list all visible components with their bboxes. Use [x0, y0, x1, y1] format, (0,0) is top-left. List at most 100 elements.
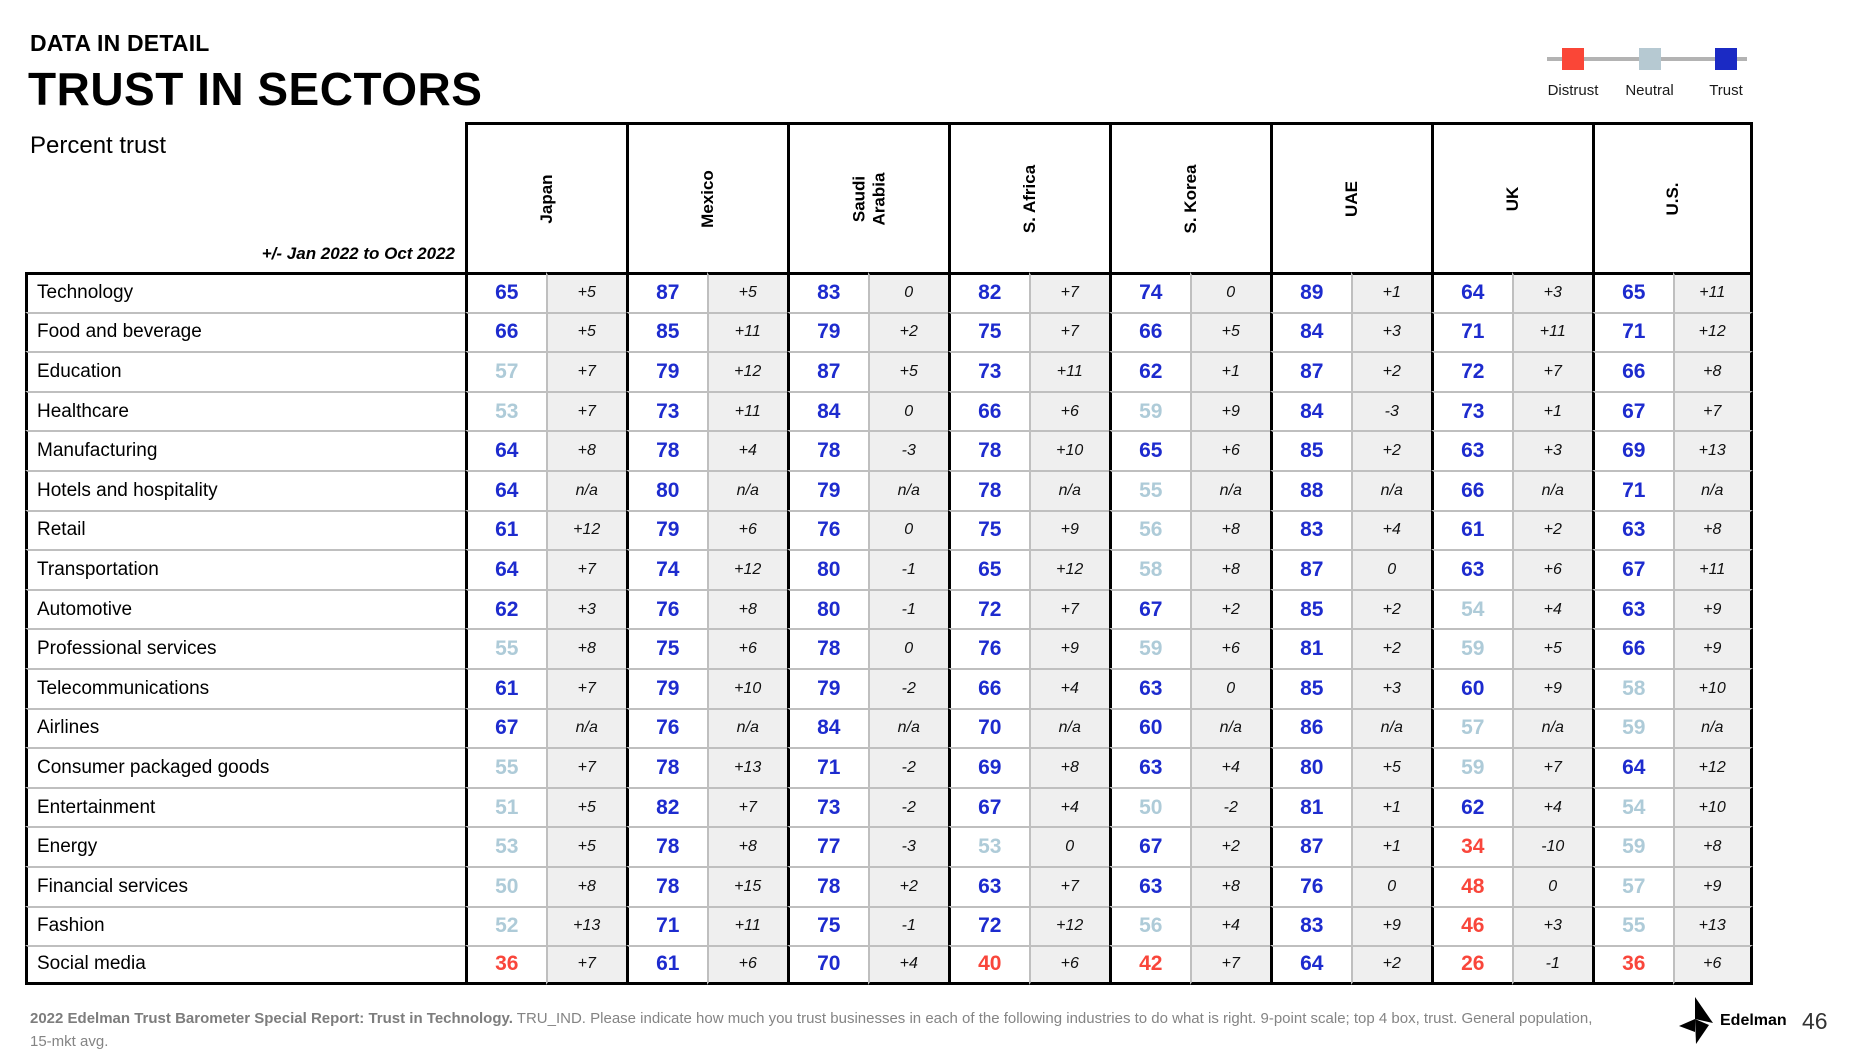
change-value-cell: +5: [867, 351, 948, 391]
change-value-cell: -2: [1189, 786, 1270, 827]
trust-value-cell: 75: [626, 628, 707, 668]
change-value-cell: +1: [1350, 786, 1431, 827]
legend-item-distrust: Distrust: [1537, 48, 1609, 99]
trust-value-cell: 42: [1109, 945, 1190, 985]
change-value-cell: +3: [1511, 272, 1592, 312]
trust-value-cell: 78: [626, 865, 707, 906]
trust-value-cell: 82: [626, 786, 707, 827]
change-value-cell: +5: [545, 826, 626, 866]
change-value-cell: n/a: [1028, 707, 1109, 748]
change-value-cell: +7: [545, 390, 626, 431]
trust-value-cell: 76: [1270, 865, 1351, 906]
trust-value-cell: 69: [948, 747, 1029, 787]
change-value-cell: +2: [1350, 945, 1431, 985]
trust-value-cell: 76: [626, 588, 707, 629]
trust-value-cell: 84: [787, 390, 868, 431]
change-value-cell: +7: [706, 786, 787, 827]
trust-value-cell: 61: [465, 667, 546, 708]
sector-label: Telecommunications: [25, 667, 465, 708]
country-header-label: U.S.: [1662, 181, 1682, 216]
change-value-cell: +2: [1511, 509, 1592, 550]
sector-label: Hotels and hospitality: [25, 469, 465, 510]
change-value-cell: +7: [545, 747, 626, 787]
sector-label: Manufacturing: [25, 430, 465, 470]
change-value-cell: +1: [1511, 390, 1592, 431]
country-header-label: UK: [1503, 186, 1523, 211]
edelman-logo: Edelman: [1678, 996, 1787, 1046]
trust-value-cell: 78: [626, 747, 707, 787]
sector-label: Consumer packaged goods: [25, 747, 465, 787]
trust-value-cell: 67: [465, 707, 546, 748]
change-value-cell: n/a: [1350, 469, 1431, 510]
sector-label: Energy: [25, 826, 465, 866]
country-header-u-s-: U.S.: [1592, 122, 1753, 272]
change-value-cell: n/a: [1672, 707, 1753, 748]
change-value-cell: +6: [1511, 549, 1592, 589]
country-header-label: Japan: [537, 173, 557, 224]
trust-value-cell: 71: [787, 747, 868, 787]
change-value-cell: n/a: [545, 469, 626, 510]
change-value-cell: n/a: [1672, 469, 1753, 510]
change-value-cell: +8: [1672, 351, 1753, 391]
change-value-cell: -2: [867, 667, 948, 708]
change-value-cell: +13: [706, 747, 787, 787]
trust-value-cell: 78: [787, 865, 868, 906]
trust-value-cell: 61: [1431, 509, 1512, 550]
trust-value-cell: 89: [1270, 272, 1351, 312]
distrust-swatch-icon: [1562, 48, 1584, 70]
change-value-cell: +4: [1189, 747, 1270, 787]
change-value-cell: +4: [1028, 667, 1109, 708]
trust-value-cell: 64: [1270, 945, 1351, 985]
trust-value-cell: 76: [626, 707, 707, 748]
change-value-cell: 0: [1350, 549, 1431, 589]
change-value-cell: +7: [545, 667, 626, 708]
trust-value-cell: 87: [1270, 549, 1351, 589]
legend-item-neutral: Neutral: [1614, 48, 1686, 99]
change-value-cell: 0: [867, 628, 948, 668]
trust-value-cell: 63: [1431, 430, 1512, 470]
change-value-cell: +12: [545, 509, 626, 550]
change-value-cell: +10: [1672, 786, 1753, 827]
trust-value-cell: 58: [1109, 549, 1190, 589]
trust-value-cell: 61: [626, 945, 707, 985]
change-value-cell: +9: [1672, 628, 1753, 668]
trust-value-cell: 52: [465, 905, 546, 946]
trust-value-cell: 57: [465, 351, 546, 391]
change-value-cell: +6: [706, 509, 787, 550]
trust-value-cell: 58: [1592, 667, 1673, 708]
change-value-cell: +11: [706, 390, 787, 431]
trust-value-cell: 83: [1270, 905, 1351, 946]
change-value-cell: +10: [1672, 667, 1753, 708]
trust-value-cell: 66: [948, 667, 1029, 708]
trust-value-cell: 57: [1431, 707, 1512, 748]
footnote-method: TRU_IND. Please indicate how much you tr…: [30, 1010, 1593, 1050]
trust-value-cell: 65: [465, 272, 546, 312]
trust-value-cell: 77: [787, 826, 868, 866]
change-value-cell: 0: [1189, 272, 1270, 312]
change-value-cell: +5: [1511, 628, 1592, 668]
change-value-cell: 0: [867, 272, 948, 312]
trust-value-cell: 72: [1431, 351, 1512, 391]
change-value-cell: +3: [545, 588, 626, 629]
change-value-cell: -1: [1511, 945, 1592, 985]
trust-value-cell: 75: [787, 905, 868, 946]
legend: Distrust Neutral Trust: [1537, 48, 1762, 108]
trust-value-cell: 48: [1431, 865, 1512, 906]
change-value-cell: +12: [1028, 549, 1109, 589]
trust-value-cell: 78: [626, 826, 707, 866]
change-value-cell: n/a: [867, 469, 948, 510]
trust-value-cell: 80: [787, 588, 868, 629]
change-value-cell: +7: [1511, 351, 1592, 391]
change-value-cell: +4: [1350, 509, 1431, 550]
sector-label: Social media: [25, 945, 465, 985]
trust-value-cell: 76: [948, 628, 1029, 668]
trust-value-cell: 57: [1592, 865, 1673, 906]
trust-value-cell: 54: [1431, 588, 1512, 629]
trust-value-cell: 67: [948, 786, 1029, 827]
trust-value-cell: 65: [1592, 272, 1673, 312]
change-value-cell: +8: [706, 826, 787, 866]
change-value-cell: +13: [545, 905, 626, 946]
country-header-uae: UAE: [1270, 122, 1431, 272]
change-value-cell: +4: [1511, 786, 1592, 827]
